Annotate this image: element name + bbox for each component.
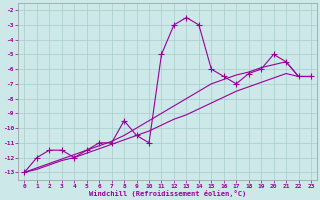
X-axis label: Windchill (Refroidissement éolien,°C): Windchill (Refroidissement éolien,°C) bbox=[89, 190, 246, 197]
